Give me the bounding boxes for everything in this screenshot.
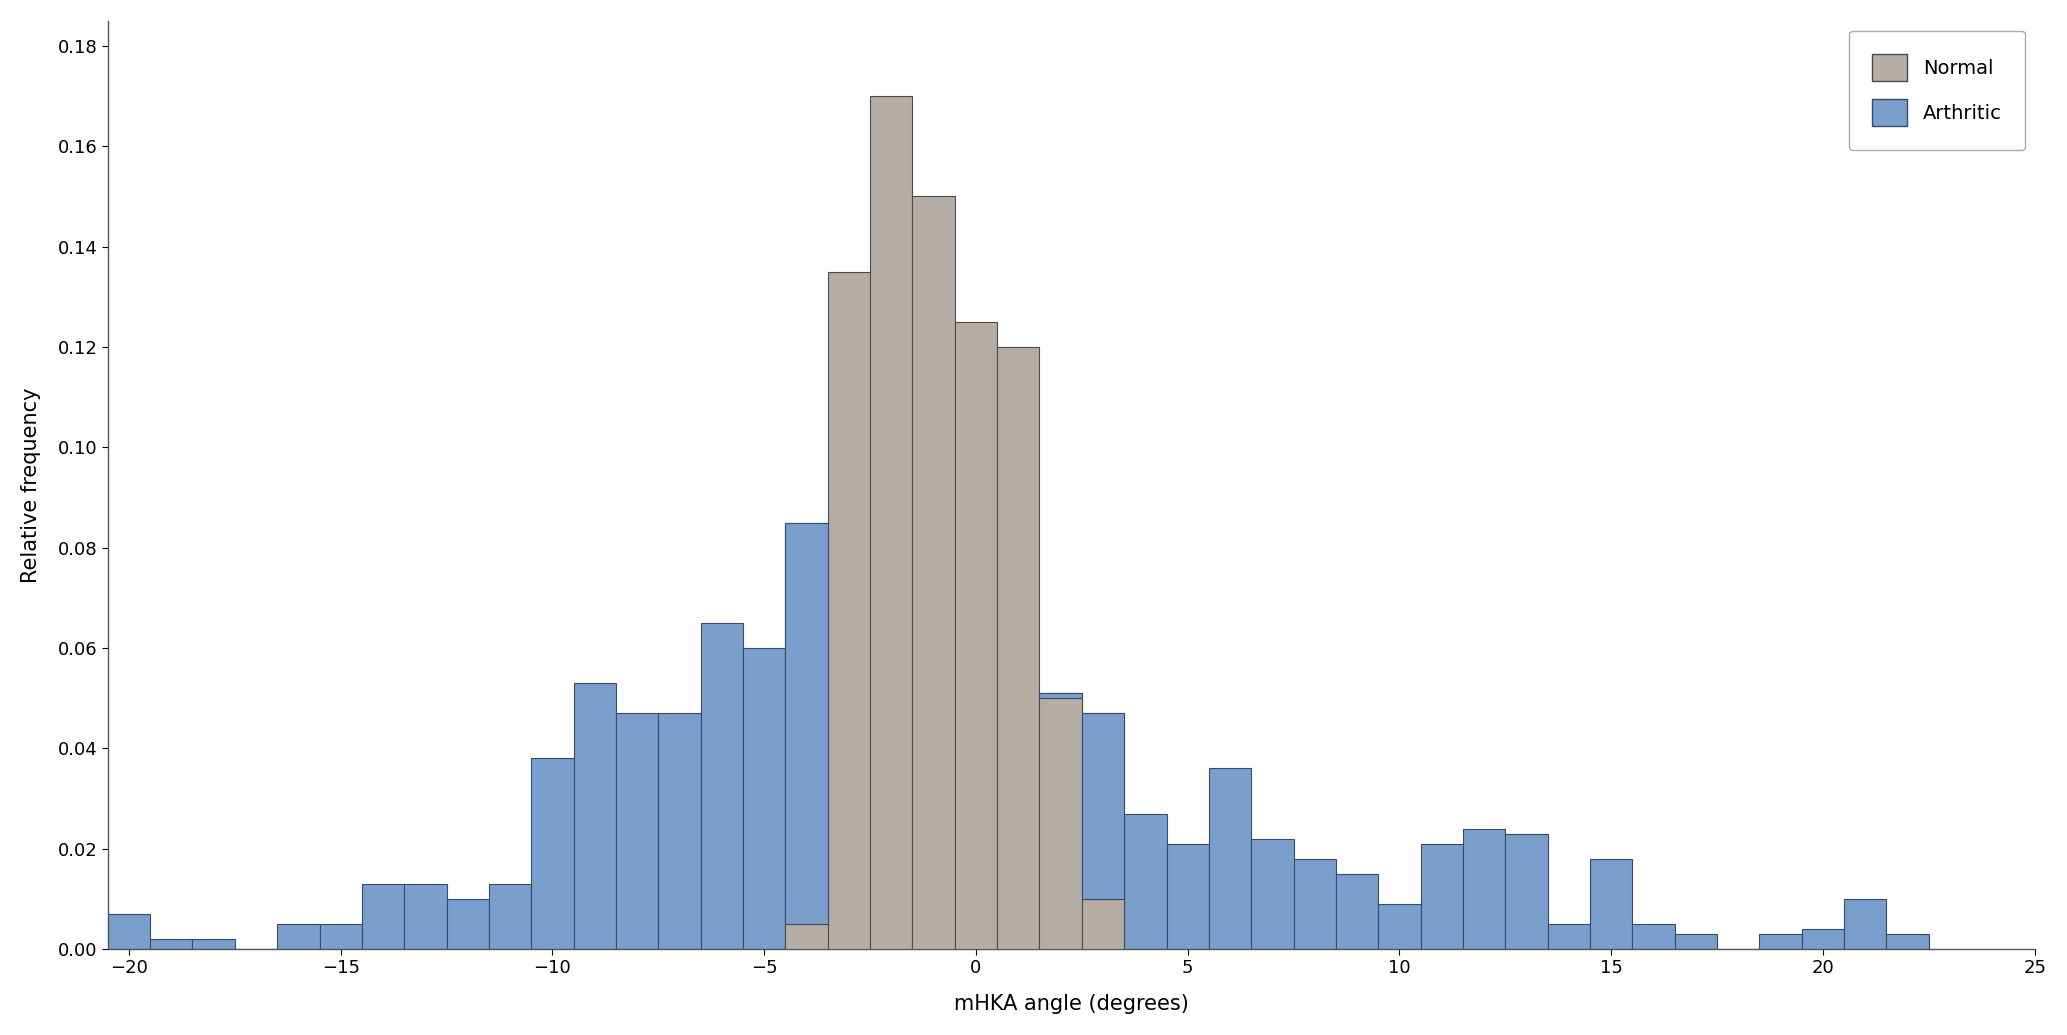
- Bar: [446, 899, 490, 949]
- Bar: [912, 438, 955, 949]
- Bar: [1802, 929, 1844, 949]
- Bar: [955, 322, 996, 949]
- Bar: [785, 523, 827, 949]
- Bar: [1590, 859, 1633, 949]
- Bar: [1040, 693, 1081, 699]
- Bar: [1040, 693, 1081, 949]
- Bar: [1124, 814, 1166, 949]
- Bar: [912, 197, 955, 949]
- Bar: [277, 924, 320, 949]
- Bar: [657, 713, 701, 949]
- Bar: [996, 693, 1040, 949]
- Bar: [701, 623, 742, 949]
- Bar: [1633, 924, 1674, 949]
- Bar: [1081, 713, 1124, 949]
- Bar: [320, 924, 362, 949]
- Bar: [742, 648, 785, 949]
- Legend: Normal, Arthritic: Normal, Arthritic: [1848, 31, 2026, 150]
- Bar: [192, 939, 236, 949]
- Bar: [955, 598, 996, 949]
- Bar: [1887, 934, 1929, 949]
- Bar: [151, 939, 192, 949]
- Bar: [870, 477, 912, 949]
- Bar: [1294, 859, 1335, 949]
- Bar: [996, 347, 1040, 949]
- Bar: [107, 914, 151, 949]
- Bar: [1674, 934, 1718, 949]
- Bar: [1759, 934, 1802, 949]
- Bar: [1040, 699, 1081, 949]
- Bar: [1463, 829, 1505, 949]
- X-axis label: mHKA angle (degrees): mHKA angle (degrees): [953, 995, 1189, 1014]
- Bar: [531, 759, 575, 949]
- Bar: [1209, 768, 1251, 949]
- Bar: [1379, 904, 1420, 949]
- Bar: [405, 884, 446, 949]
- Bar: [785, 924, 827, 949]
- Bar: [1844, 899, 1887, 949]
- Bar: [1251, 838, 1294, 949]
- Bar: [1081, 899, 1124, 949]
- Bar: [575, 683, 616, 949]
- Bar: [785, 523, 827, 924]
- Y-axis label: Relative frequency: Relative frequency: [21, 387, 41, 583]
- Bar: [870, 96, 912, 949]
- Bar: [1548, 924, 1590, 949]
- Bar: [1166, 844, 1209, 949]
- Bar: [827, 272, 870, 949]
- Bar: [1505, 833, 1548, 949]
- Bar: [827, 738, 870, 949]
- Bar: [1420, 844, 1463, 949]
- Bar: [362, 884, 405, 949]
- Bar: [1335, 874, 1379, 949]
- Bar: [1081, 713, 1124, 899]
- Bar: [616, 713, 657, 949]
- Bar: [490, 884, 531, 949]
